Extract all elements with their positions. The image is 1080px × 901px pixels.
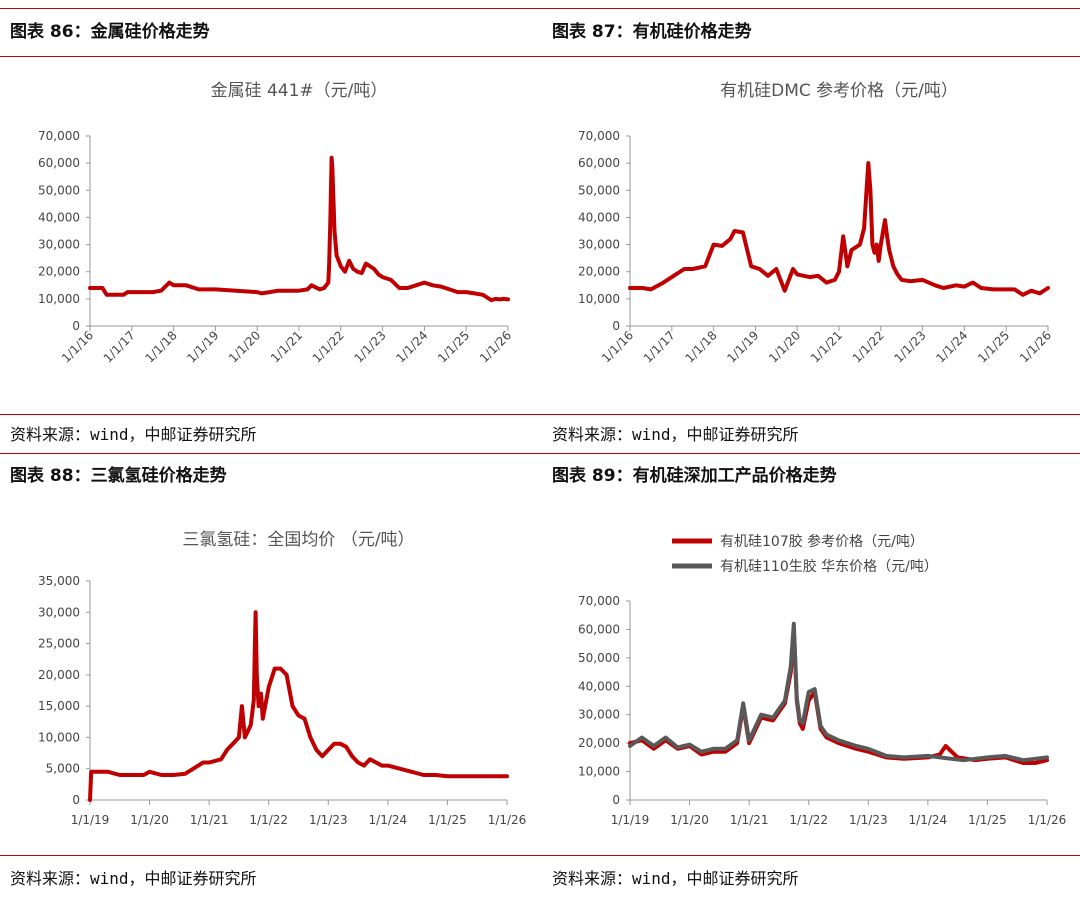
x-tick-label: 1/1/20 — [766, 328, 803, 365]
y-tick-label: 70,000 — [578, 129, 620, 143]
x-tick-label: 1/1/21 — [730, 813, 769, 827]
y-tick-label: 5,000 — [46, 762, 80, 776]
source-note-89: 资料来源：wind，中邮证券研究所 — [552, 869, 799, 888]
y-tick-label: 25,000 — [38, 637, 80, 651]
y-tick-label: 50,000 — [38, 183, 80, 197]
chart-metal-silicon: 金属硅 441#（元/吨） 0 10,000 20,000 30,000 40,000 50… — [38, 81, 514, 365]
y-tick-label: 30,000 — [38, 238, 80, 252]
y-tick-label: 0 — [612, 319, 620, 333]
y-tick-label: 0 — [612, 793, 620, 807]
x-tick-label: 1/1/22 — [850, 328, 887, 365]
x-tick-label: 1/1/22 — [310, 328, 347, 365]
header-rule-2 — [0, 453, 1080, 454]
x-tick-label: 1/1/19 — [184, 328, 221, 365]
x-tick-label: 1/1/20 — [226, 328, 263, 365]
x-tick-label: 1/1/21 — [808, 328, 845, 365]
y-tick-label: 70,000 — [38, 129, 80, 143]
legend-label: 有机硅107胶 参考价格（元/吨） — [720, 533, 924, 550]
x-tick-label: 1/1/21 — [190, 813, 229, 827]
source-note-87: 资料来源：wind，中邮证券研究所 — [552, 425, 799, 444]
x-tick-label: 1/1/26 — [1017, 328, 1054, 365]
x-tick-label: 1/1/24 — [933, 328, 970, 365]
header-rule-1 — [0, 56, 1080, 57]
chart-silicone-products: 0 10,000 20,000 30,000 40,000 50,000 60,000 70,… — [578, 533, 1067, 827]
x-tick-label: 1/1/25 — [968, 813, 1007, 827]
chart-organic-silicon-dmc: 有机硅DMC 参考价格（元/吨） 0 10,000 20,000 30,000 40,00… — [578, 81, 1054, 365]
x-tick-label: 1/1/25 — [435, 328, 472, 365]
x-tick-label: 1/1/26 — [488, 813, 527, 827]
y-tick-label: 10,000 — [578, 292, 620, 306]
source-rule-2 — [0, 855, 1080, 856]
y-tick-label: 10,000 — [38, 730, 80, 744]
x-tick-label: 1/1/17 — [641, 328, 678, 365]
top-rule — [0, 8, 1080, 9]
x-tick-label: 1/1/19 — [611, 813, 650, 827]
y-tick-label: 20,000 — [578, 736, 620, 750]
series-line — [88, 610, 509, 802]
y-tick-label: 70,000 — [578, 594, 620, 608]
y-tick-label: 30,000 — [38, 605, 80, 619]
y-tick-label: 10,000 — [578, 765, 620, 779]
x-tick-label: 1/1/26 — [477, 328, 514, 365]
series-line — [628, 161, 1050, 297]
y-tick-label: 20,000 — [38, 265, 80, 279]
legend-label: 有机硅110生胶 华东价格（元/吨） — [720, 558, 938, 575]
series-line — [628, 627, 1049, 765]
source-note-88: 资料来源：wind，中邮证券研究所 — [10, 869, 257, 888]
panel-heading-87: 图表 87：有机硅价格走势 — [552, 22, 752, 42]
series-line — [628, 621, 1049, 763]
chart-title: 三氯氢硅：全国均价 （元/吨） — [182, 530, 414, 550]
x-tick-label: 1/1/16 — [599, 328, 636, 365]
y-tick-label: 40,000 — [578, 679, 620, 693]
source-rule-1 — [0, 414, 1080, 415]
x-tick-label: 1/1/23 — [892, 328, 929, 365]
y-tick-label: 40,000 — [578, 210, 620, 224]
panel-heading-89: 图表 89：有机硅深加工产品价格走势 — [552, 466, 837, 486]
series-line — [88, 155, 510, 303]
x-tick-label: 1/1/24 — [909, 813, 948, 827]
x-tick-label: 1/1/25 — [975, 328, 1012, 365]
x-tick-label: 1/1/20 — [130, 813, 169, 827]
x-tick-label: 1/1/24 — [369, 813, 408, 827]
chart-title: 金属硅 441#（元/吨） — [211, 81, 388, 101]
y-tick-label: 35,000 — [38, 574, 80, 588]
x-tick-label: 1/1/25 — [428, 813, 467, 827]
y-tick-label: 30,000 — [578, 238, 620, 252]
x-tick-label: 1/1/16 — [59, 328, 96, 365]
x-tick-label: 1/1/24 — [393, 328, 430, 365]
x-tick-label: 1/1/22 — [789, 813, 828, 827]
y-tick-label: 15,000 — [38, 699, 80, 713]
y-tick-label: 10,000 — [38, 292, 80, 306]
x-tick-label: 1/1/23 — [849, 813, 888, 827]
x-tick-label: 1/1/18 — [143, 328, 180, 365]
source-note-86: 资料来源：wind，中邮证券研究所 — [10, 425, 257, 444]
x-tick-label: 1/1/20 — [670, 813, 709, 827]
chart-title: 有机硅DMC 参考价格（元/吨） — [720, 81, 958, 101]
x-tick-label: 1/1/26 — [1028, 813, 1067, 827]
y-tick-label: 20,000 — [578, 265, 620, 279]
y-tick-label: 60,000 — [578, 622, 620, 636]
x-tick-label: 1/1/23 — [352, 328, 389, 365]
y-tick-label: 30,000 — [578, 708, 620, 722]
y-tick-label: 20,000 — [38, 668, 80, 682]
y-tick-label: 0 — [72, 793, 80, 807]
x-tick-label: 1/1/23 — [309, 813, 348, 827]
panel-heading-88: 图表 88：三氯氢硅价格走势 — [10, 466, 227, 486]
y-tick-label: 50,000 — [578, 651, 620, 665]
x-tick-label: 1/1/21 — [268, 328, 305, 365]
chart-trichlorosilane: 三氯氢硅：全国均价 （元/吨） 0 5,000 10,000 15,000 20,000 2… — [38, 530, 527, 827]
y-tick-label: 0 — [72, 319, 80, 333]
y-tick-label: 60,000 — [578, 156, 620, 170]
x-tick-label: 1/1/18 — [683, 328, 720, 365]
x-tick-label: 1/1/19 — [724, 328, 761, 365]
x-tick-label: 1/1/19 — [71, 813, 110, 827]
panel-heading-86: 图表 86：金属硅价格走势 — [10, 22, 210, 42]
y-tick-label: 60,000 — [38, 156, 80, 170]
y-tick-label: 50,000 — [578, 183, 620, 197]
y-tick-label: 40,000 — [38, 210, 80, 224]
x-tick-label: 1/1/17 — [101, 328, 138, 365]
x-tick-label: 1/1/22 — [249, 813, 288, 827]
